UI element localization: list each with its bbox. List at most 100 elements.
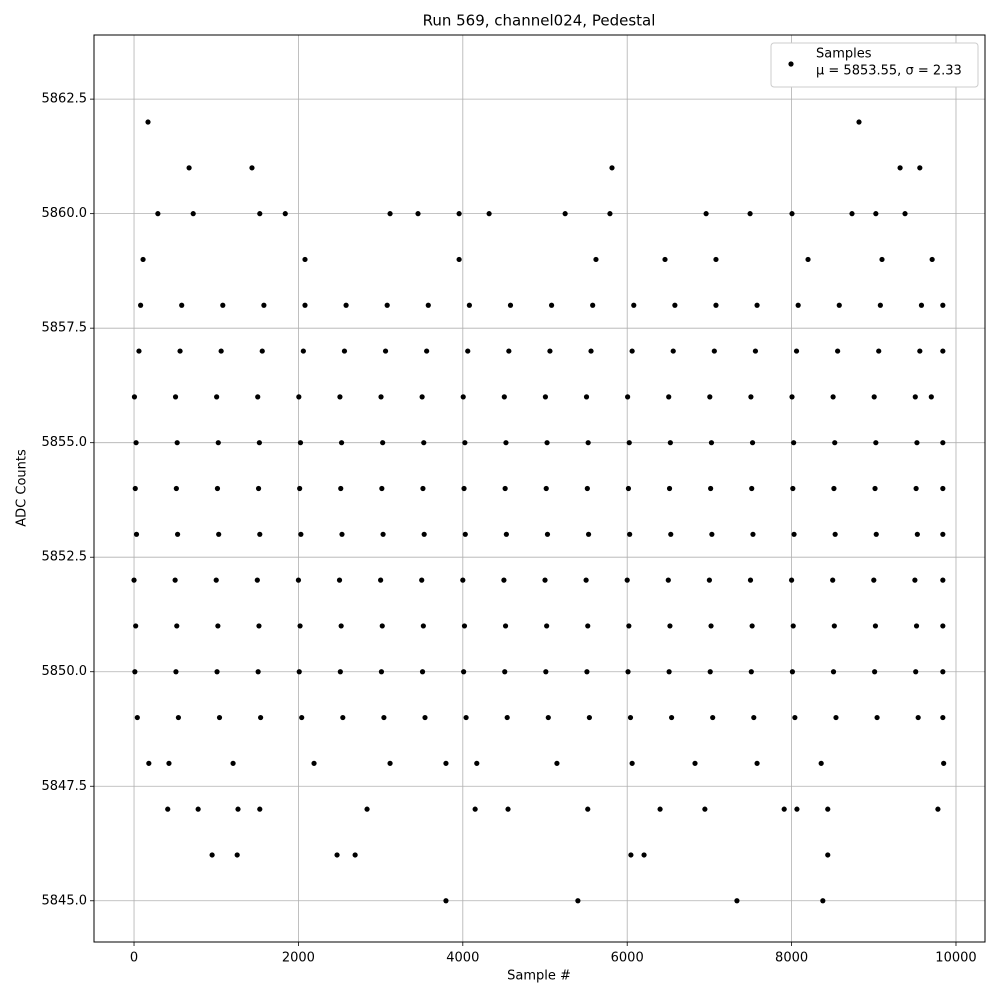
point (876, 348, 882, 354)
point (461, 623, 468, 629)
point (872, 485, 878, 492)
point (422, 714, 428, 721)
point (297, 440, 304, 446)
point (173, 485, 179, 492)
point (872, 669, 878, 675)
point (749, 485, 755, 492)
point (789, 669, 796, 675)
point (940, 440, 946, 446)
point (343, 302, 349, 308)
point (341, 348, 348, 354)
point (545, 714, 551, 721)
point (871, 394, 877, 400)
point (940, 348, 946, 354)
point (230, 760, 236, 766)
point (352, 852, 358, 858)
y-tick-label: 5847.5 (42, 779, 88, 794)
point (174, 531, 181, 537)
point (793, 348, 800, 354)
point (295, 577, 302, 583)
point (259, 348, 265, 354)
point (338, 623, 344, 629)
point (628, 852, 634, 858)
point (670, 348, 676, 354)
point (378, 577, 384, 583)
point (790, 623, 796, 629)
point (421, 440, 427, 446)
point (665, 577, 671, 583)
point (172, 394, 179, 400)
point (544, 531, 551, 537)
point (707, 394, 713, 400)
point (461, 485, 467, 492)
point (879, 256, 885, 263)
point (507, 302, 514, 308)
x-tick-label: 6000 (611, 951, 644, 966)
point (134, 714, 140, 721)
point (214, 394, 220, 400)
point (382, 348, 389, 354)
point (734, 898, 740, 904)
point (849, 211, 855, 217)
point (177, 348, 183, 354)
point (338, 440, 345, 446)
point (625, 485, 632, 492)
point (917, 165, 923, 171)
chart-title: Run 569, channel024, Pedestal (423, 12, 656, 30)
point (131, 394, 138, 400)
point (220, 302, 226, 308)
point (585, 623, 591, 629)
y-axis-label: ADC Counts (15, 449, 30, 527)
point (486, 211, 492, 217)
y-tick-label: 5850.0 (42, 664, 88, 679)
point (133, 623, 139, 629)
point (155, 211, 161, 217)
point (378, 669, 385, 675)
point (249, 165, 255, 171)
point (692, 760, 698, 766)
point (795, 302, 801, 308)
point (752, 348, 759, 354)
point (747, 577, 754, 583)
point (174, 440, 180, 446)
point (941, 760, 947, 766)
point (172, 577, 178, 583)
point (706, 577, 712, 583)
point (641, 852, 647, 858)
point (543, 669, 549, 675)
point (668, 714, 675, 721)
point (627, 531, 633, 537)
legend-note: μ = 5853.55, σ = 2.33 (816, 64, 962, 79)
point (420, 485, 426, 492)
legend: Samples μ = 5853.55, σ = 2.33 (770, 42, 979, 88)
point (381, 714, 387, 721)
point (174, 623, 180, 629)
point (668, 531, 674, 537)
point (874, 714, 880, 721)
point (460, 577, 466, 583)
point (145, 119, 151, 125)
point (624, 577, 630, 583)
point (138, 302, 144, 308)
x-axis-label: Sample # (507, 969, 571, 984)
point (667, 623, 673, 629)
point (216, 531, 222, 537)
point (629, 760, 635, 766)
point (419, 577, 425, 583)
y-tick-label: 5852.5 (42, 550, 88, 565)
point (873, 211, 879, 217)
point (830, 394, 836, 400)
point (794, 806, 800, 812)
point (334, 852, 340, 858)
point (425, 302, 431, 308)
point (562, 211, 568, 217)
point (708, 623, 714, 629)
point (235, 806, 241, 812)
point (543, 485, 549, 492)
point (856, 119, 862, 125)
point (583, 577, 589, 583)
point (929, 256, 935, 263)
point (749, 440, 756, 446)
point (791, 531, 797, 537)
point (940, 302, 946, 308)
